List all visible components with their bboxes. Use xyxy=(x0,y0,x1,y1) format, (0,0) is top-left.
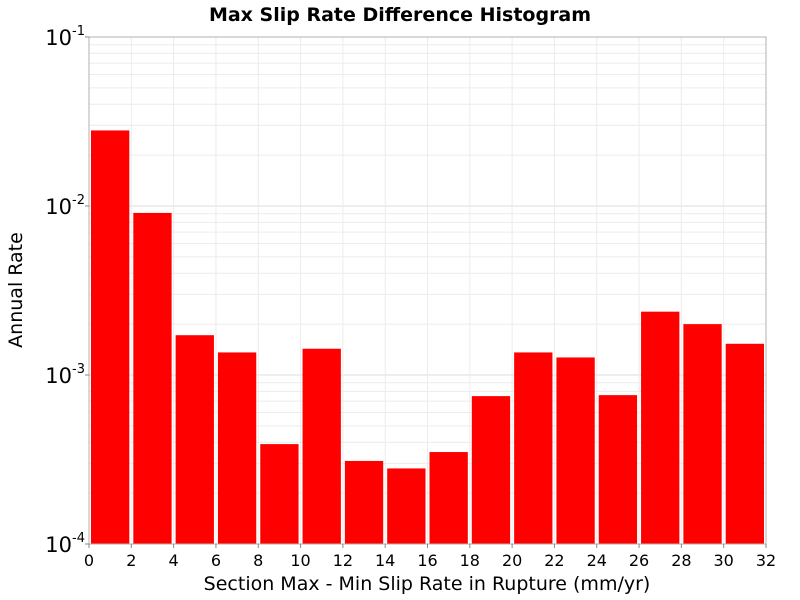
bar xyxy=(344,460,384,544)
bars xyxy=(91,130,764,544)
x-tick-label: 32 xyxy=(756,551,776,570)
x-tick-labels: 0 2 4 6 8 10 12 14 16 18 20 22 24 26 28 30 32 xyxy=(84,544,776,570)
x-tick-label: 18 xyxy=(460,551,480,570)
y-tick-labels: 10-4 10-3 10-2 10-1 xyxy=(45,24,89,557)
x-axis-label: Section Max - Min Slip Rate in Rupture (… xyxy=(204,573,651,595)
x-tick-label: 2 xyxy=(126,551,136,570)
x-tick-label: 20 xyxy=(502,551,522,570)
x-tick-label: 8 xyxy=(253,551,263,570)
x-tick-label: 30 xyxy=(714,551,734,570)
bar xyxy=(133,212,172,544)
y-tick-label: 10-4 xyxy=(45,531,85,557)
bar xyxy=(175,335,214,544)
bar xyxy=(514,352,553,544)
bar xyxy=(641,311,680,544)
x-tick-label: 6 xyxy=(211,551,221,570)
bar xyxy=(260,444,299,544)
bar xyxy=(683,324,722,544)
x-tick-label: 4 xyxy=(169,551,179,570)
bar xyxy=(387,468,426,544)
y-tick-label: 10-1 xyxy=(45,24,85,50)
bar xyxy=(217,352,257,544)
x-tick-label: 10 xyxy=(290,551,310,570)
y-axis-label: Annual Rate xyxy=(5,232,27,348)
chart-title: Max Slip Rate Difference Histogram xyxy=(209,4,591,26)
x-tick-label: 22 xyxy=(544,551,564,570)
bar xyxy=(556,357,595,544)
bar xyxy=(725,343,764,544)
bar xyxy=(429,452,468,544)
bar xyxy=(302,348,341,544)
x-tick-label: 28 xyxy=(671,551,691,570)
x-tick-label: 16 xyxy=(417,551,437,570)
x-tick-label: 14 xyxy=(375,551,395,570)
bar xyxy=(471,396,511,544)
y-tick-label: 10-3 xyxy=(45,362,85,388)
bar xyxy=(598,395,638,544)
x-tick-label: 0 xyxy=(84,551,94,570)
x-tick-label: 24 xyxy=(587,551,607,570)
y-tick-label: 10-2 xyxy=(45,193,85,219)
bar xyxy=(91,130,130,544)
x-tick-label: 12 xyxy=(333,551,353,570)
x-tick-label: 26 xyxy=(629,551,649,570)
